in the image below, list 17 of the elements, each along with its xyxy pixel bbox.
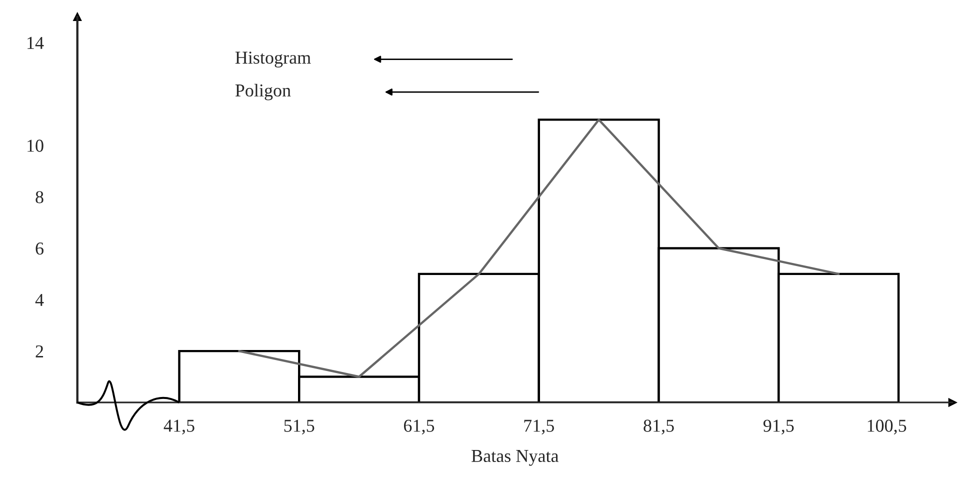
line-series xyxy=(238,118,840,378)
annotation: Poligon xyxy=(235,84,291,100)
x-tick-label: 51,5 xyxy=(284,420,314,434)
x-tick-label: 91,5 xyxy=(763,420,794,434)
y-tick-label: 6 xyxy=(36,242,44,255)
x-tick-label: 81,5 xyxy=(644,420,674,434)
y-tick-label: 2 xyxy=(36,345,44,358)
x-tick-label: 61,5 xyxy=(404,420,434,434)
y-tick-label: 14 xyxy=(28,36,44,49)
y-tick-label: 8 xyxy=(36,191,44,204)
x-tick-label: 71,5 xyxy=(524,420,554,434)
y-tick-label: 4 xyxy=(35,294,44,306)
y-tick-label: 10 xyxy=(28,140,44,152)
x-tick-label: 100,5 xyxy=(868,420,906,434)
annotation: Histogram xyxy=(235,52,311,68)
x-axis-title: Batas Nyata xyxy=(472,450,559,466)
x-tick-label: 41,5 xyxy=(164,420,194,434)
